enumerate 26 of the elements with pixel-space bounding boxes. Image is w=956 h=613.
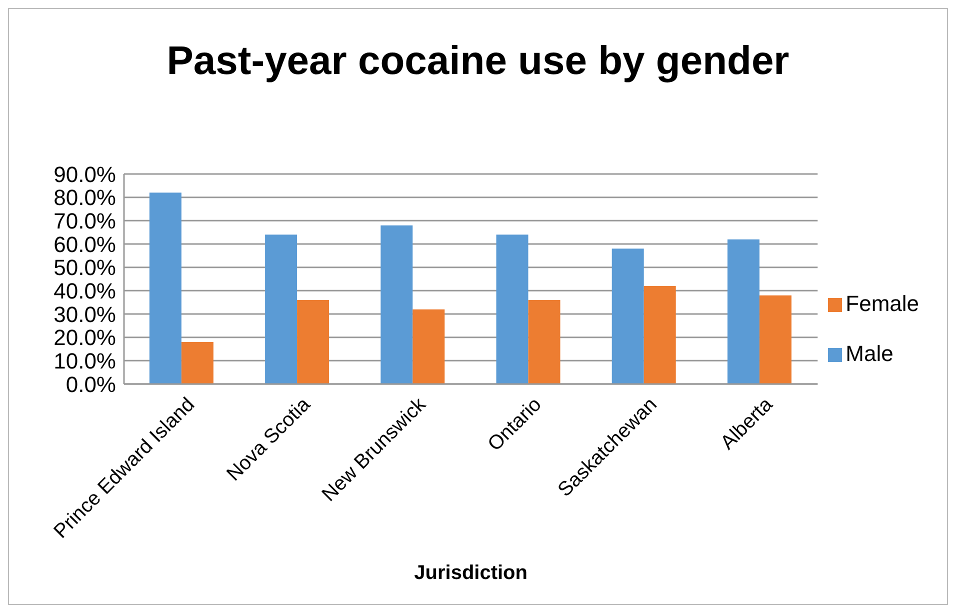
bar xyxy=(759,295,792,384)
y-tick-label: 70.0% xyxy=(54,208,116,234)
y-tick-label: 40.0% xyxy=(54,278,116,304)
bar xyxy=(528,300,560,384)
bar xyxy=(727,239,760,384)
y-tick-label: 60.0% xyxy=(54,232,116,257)
legend-label: Female xyxy=(846,291,919,316)
y-tick-label: 80.0% xyxy=(54,185,116,210)
y-tick-label: 10.0% xyxy=(54,348,116,374)
bar xyxy=(612,248,644,384)
bar xyxy=(297,300,330,384)
y-tick-label: 50.0% xyxy=(54,255,116,280)
y-tick-label: 30.0% xyxy=(54,302,116,327)
bar xyxy=(380,225,413,384)
y-tick-label: 20.0% xyxy=(54,325,116,350)
bar xyxy=(265,234,298,384)
y-tick-label: 90.0% xyxy=(54,162,116,187)
bar xyxy=(644,286,676,384)
bar xyxy=(149,192,182,384)
legend-label: Male xyxy=(846,341,894,366)
x-axis-title: Jurisdiction xyxy=(414,562,528,584)
bar xyxy=(496,234,528,384)
bar xyxy=(181,342,214,384)
chart-title: Past-year cocaine use by gender xyxy=(166,38,790,85)
y-tick-label: 0.0% xyxy=(66,372,116,397)
bar xyxy=(412,309,445,384)
